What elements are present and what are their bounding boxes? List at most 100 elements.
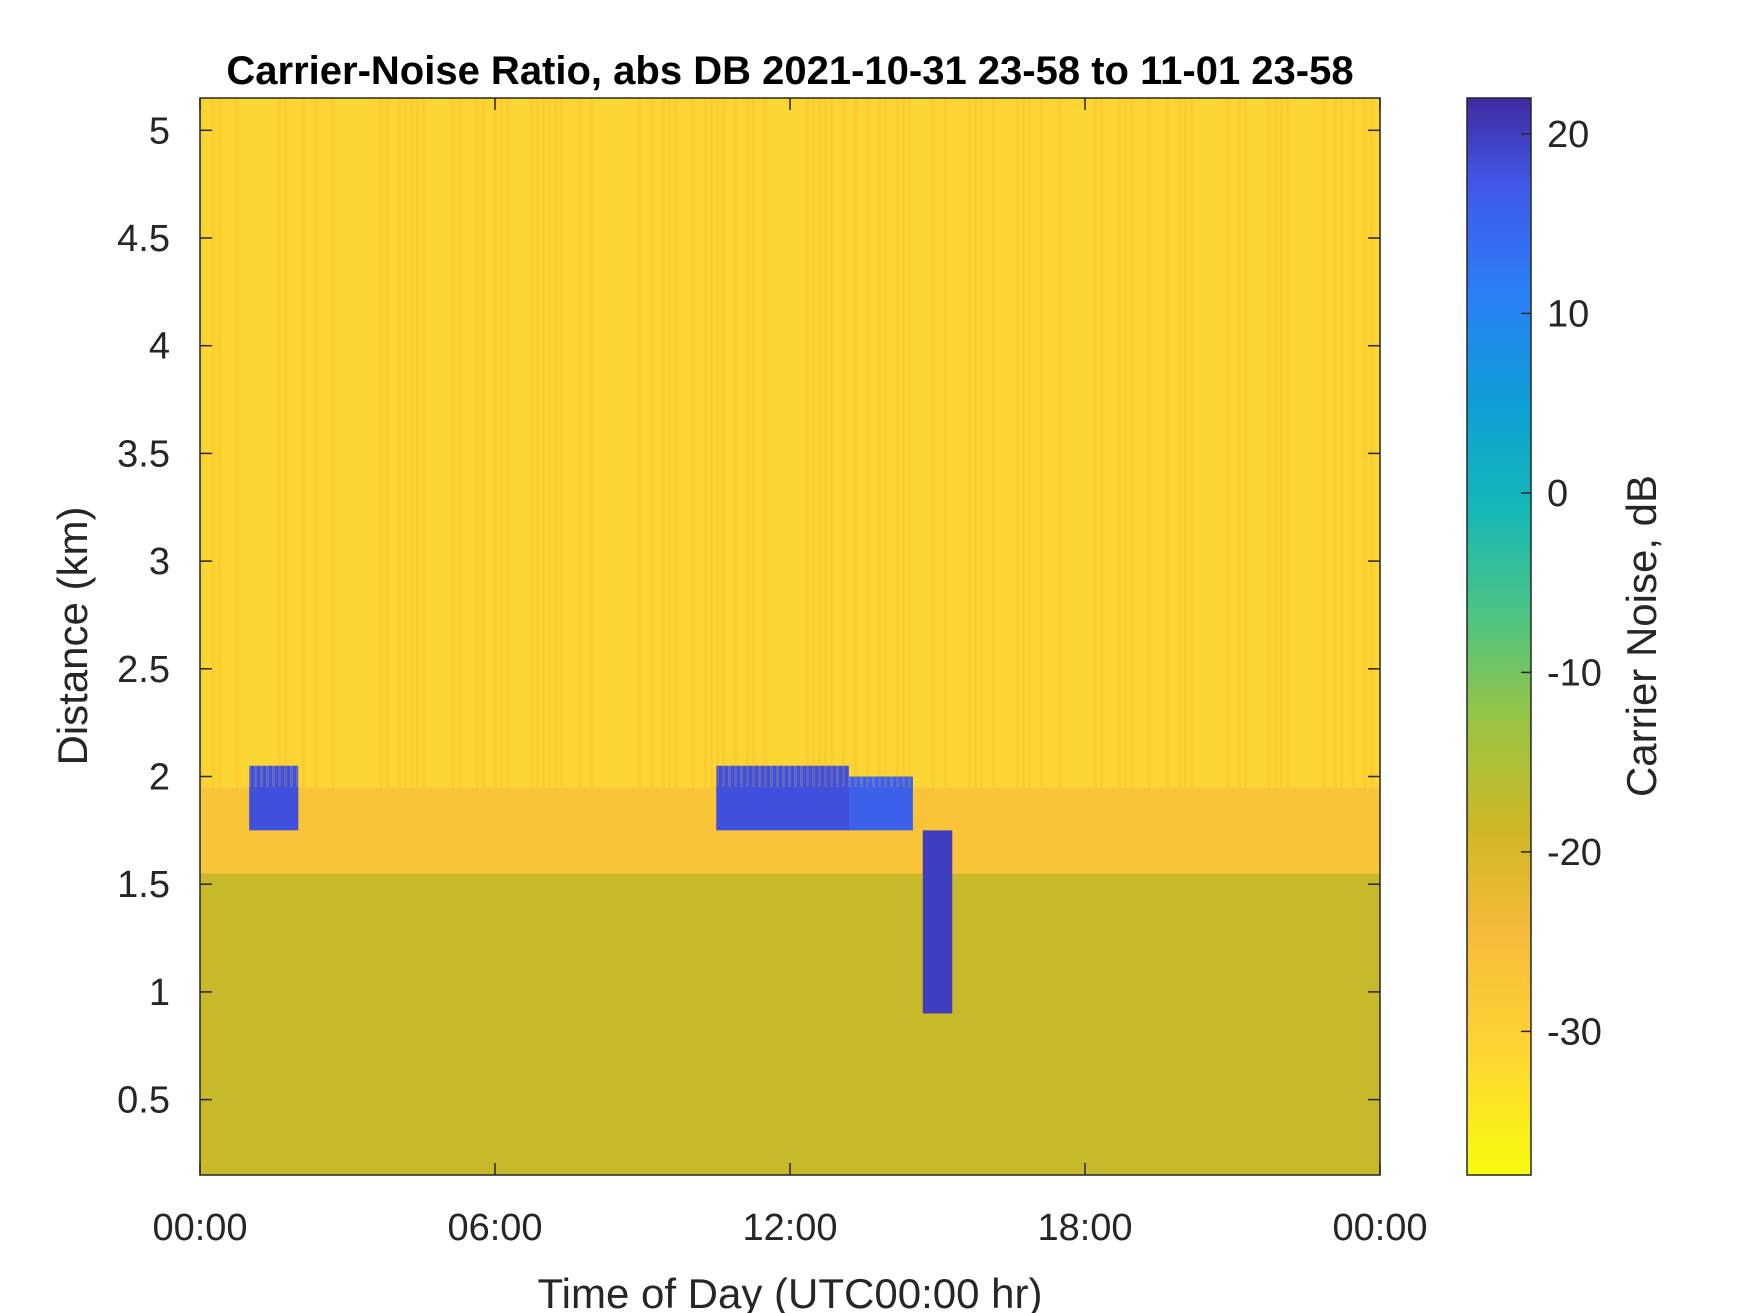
texture-stripe	[1112, 98, 1115, 788]
texture-stripe	[548, 98, 551, 788]
texture-stripe	[1022, 98, 1025, 788]
texture-stripe	[728, 98, 731, 788]
texture-stripe	[884, 98, 887, 788]
texture-stripe	[446, 98, 449, 788]
texture-stripe	[782, 98, 785, 788]
texture-stripe	[434, 98, 437, 788]
texture-stripe	[1298, 98, 1301, 788]
texture-stripe	[308, 98, 311, 788]
texture-stripe	[566, 98, 569, 788]
texture-stripe	[584, 98, 587, 788]
texture-stripe	[926, 98, 929, 788]
texture-stripe	[776, 98, 779, 788]
heatmap-region	[922, 830, 953, 1014]
texture-stripe	[794, 98, 797, 788]
texture-stripe	[1172, 98, 1175, 788]
heatmap-region	[849, 776, 913, 831]
texture-stripe	[722, 98, 725, 788]
texture-stripe	[638, 98, 641, 788]
texture-stripe	[1082, 98, 1085, 788]
colorbar	[1466, 97, 1532, 1176]
texture-stripe	[536, 98, 539, 788]
texture-stripe	[1250, 98, 1253, 788]
texture-stripe	[1292, 98, 1295, 788]
texture-stripe	[326, 98, 329, 788]
texture-stripe	[998, 98, 1001, 788]
texture-stripe	[818, 98, 821, 788]
texture-stripe	[1376, 98, 1379, 788]
x-axis-label: Time of Day (UTC00:00 hr)	[538, 1270, 1043, 1313]
texture-stripe	[416, 98, 419, 788]
texture-stripe	[1088, 98, 1091, 788]
texture-stripe	[572, 98, 575, 788]
texture-stripe	[506, 98, 509, 788]
texture-stripe	[578, 98, 581, 788]
texture-stripe	[320, 98, 323, 788]
texture-stripe	[1244, 98, 1247, 788]
texture-stripe	[806, 98, 809, 788]
texture-stripe	[956, 98, 959, 788]
texture-stripe	[992, 98, 995, 788]
texture-stripe	[404, 98, 407, 788]
texture-stripe	[1232, 98, 1235, 788]
texture-stripe	[440, 98, 443, 788]
texture-stripe	[1328, 98, 1331, 788]
texture-stripe	[1166, 98, 1169, 788]
texture-stripe	[980, 98, 983, 788]
texture-stripe	[1220, 98, 1223, 788]
texture-stripe	[1034, 98, 1037, 788]
x-tick-label: 12:00	[742, 1207, 837, 1249]
texture-stripe	[398, 98, 401, 788]
y-axis-label: Distance (km)	[49, 506, 96, 765]
texture-stripe	[668, 98, 671, 788]
texture-stripe	[800, 98, 803, 788]
texture-stripe	[890, 98, 893, 788]
colorbar-tick-label: -20	[1547, 832, 1602, 874]
texture-stripe	[254, 98, 257, 788]
texture-stripe	[914, 98, 917, 788]
texture-stripe	[356, 98, 359, 788]
y-tick-label: 5	[149, 110, 170, 152]
texture-stripe	[1058, 98, 1061, 788]
texture-stripe	[224, 98, 227, 788]
y-tick-label: 3.5	[117, 433, 170, 475]
texture-stripe	[644, 98, 647, 788]
heatmap	[200, 98, 1380, 1175]
texture-stripe	[950, 98, 953, 788]
texture-stripe	[692, 98, 695, 788]
texture-stripe	[344, 98, 347, 788]
texture-stripe	[332, 98, 335, 788]
texture-stripe	[368, 98, 371, 788]
texture-stripe	[542, 98, 545, 788]
colorbar-tick-label: -30	[1547, 1011, 1602, 1053]
texture-stripe	[1280, 98, 1283, 788]
texture-stripe	[1046, 98, 1049, 788]
texture-stripe	[944, 98, 947, 788]
texture-stripe	[248, 98, 251, 788]
texture-stripe	[482, 98, 485, 788]
chart-title: Carrier-Noise Ratio, abs DB 2021-10-31 2…	[226, 49, 1353, 93]
texture-stripe	[854, 98, 857, 788]
texture-stripe	[896, 98, 899, 788]
texture-stripe	[1268, 98, 1271, 788]
texture-stripe	[1160, 98, 1163, 788]
texture-stripe	[626, 98, 629, 788]
texture-stripe	[1064, 98, 1067, 788]
texture-stripe	[278, 98, 281, 788]
texture-stripe	[260, 98, 263, 788]
texture-stripe	[1274, 98, 1277, 788]
heatmap-region	[200, 98, 1380, 788]
texture-stripe	[1052, 98, 1055, 788]
texture-stripe	[962, 98, 965, 788]
texture-stripe	[530, 98, 533, 788]
texture-stripe	[1124, 98, 1127, 788]
texture-stripe	[1226, 98, 1229, 788]
texture-stripe	[452, 98, 455, 788]
texture-stripe	[266, 98, 269, 788]
texture-stripe	[1256, 98, 1259, 788]
texture-stripe	[932, 98, 935, 788]
texture-stripe	[860, 98, 863, 788]
texture-stripe	[1040, 98, 1043, 788]
texture-stripe	[500, 98, 503, 788]
texture-stripe	[836, 98, 839, 788]
